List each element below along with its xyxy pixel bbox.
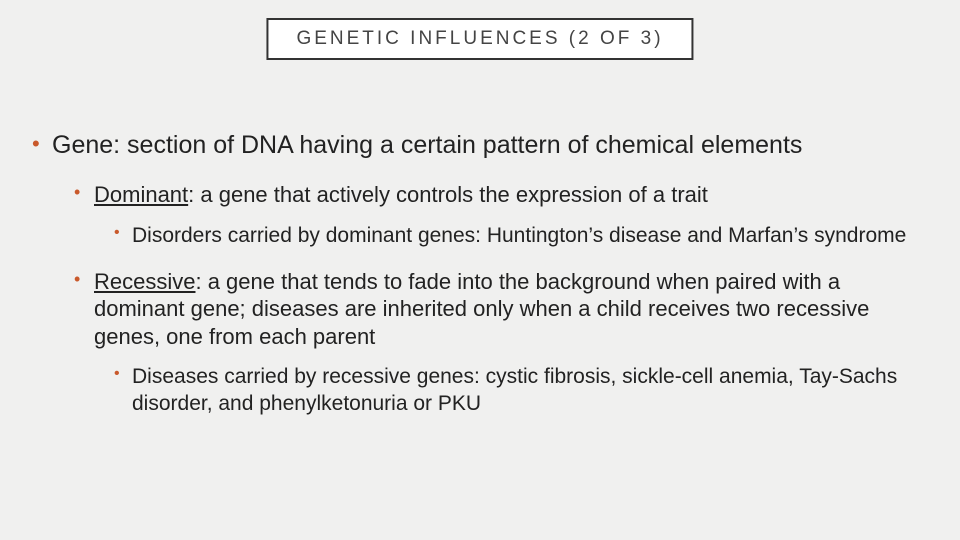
list-item: Disorders carried by dominant genes: Hun…	[114, 223, 920, 250]
bullet-list-lvl3: Disorders carried by dominant genes: Hun…	[94, 223, 920, 250]
item-text: : a gene that tends to fade into the bac…	[94, 269, 869, 349]
term-recessive: Recessive	[94, 269, 195, 294]
item-text: Disorders carried by dominant genes: Hun…	[132, 224, 906, 247]
list-item: Diseases carried by recessive genes: cys…	[114, 364, 920, 418]
bullet-list-lvl2: Dominant: a gene that actively controls …	[52, 181, 920, 418]
bullet-list-lvl3: Diseases carried by recessive genes: cys…	[94, 364, 920, 418]
slide-content: Gene: section of DNA having a certain pa…	[30, 130, 920, 438]
term-dominant: Dominant	[94, 182, 188, 207]
list-item: Gene: section of DNA having a certain pa…	[30, 130, 920, 418]
item-text: : a gene that actively controls the expr…	[188, 182, 708, 207]
item-text: Gene: section of DNA having a certain pa…	[52, 131, 802, 159]
item-text: Diseases carried by recessive genes: cys…	[132, 365, 897, 415]
list-item: Recessive: a gene that tends to fade int…	[74, 268, 920, 418]
slide: GENETIC INFLUENCES (2 OF 3) Gene: sectio…	[0, 0, 960, 540]
slide-title: GENETIC INFLUENCES (2 OF 3)	[266, 18, 693, 60]
list-item: Dominant: a gene that actively controls …	[74, 181, 920, 249]
bullet-list-lvl1: Gene: section of DNA having a certain pa…	[30, 130, 920, 418]
